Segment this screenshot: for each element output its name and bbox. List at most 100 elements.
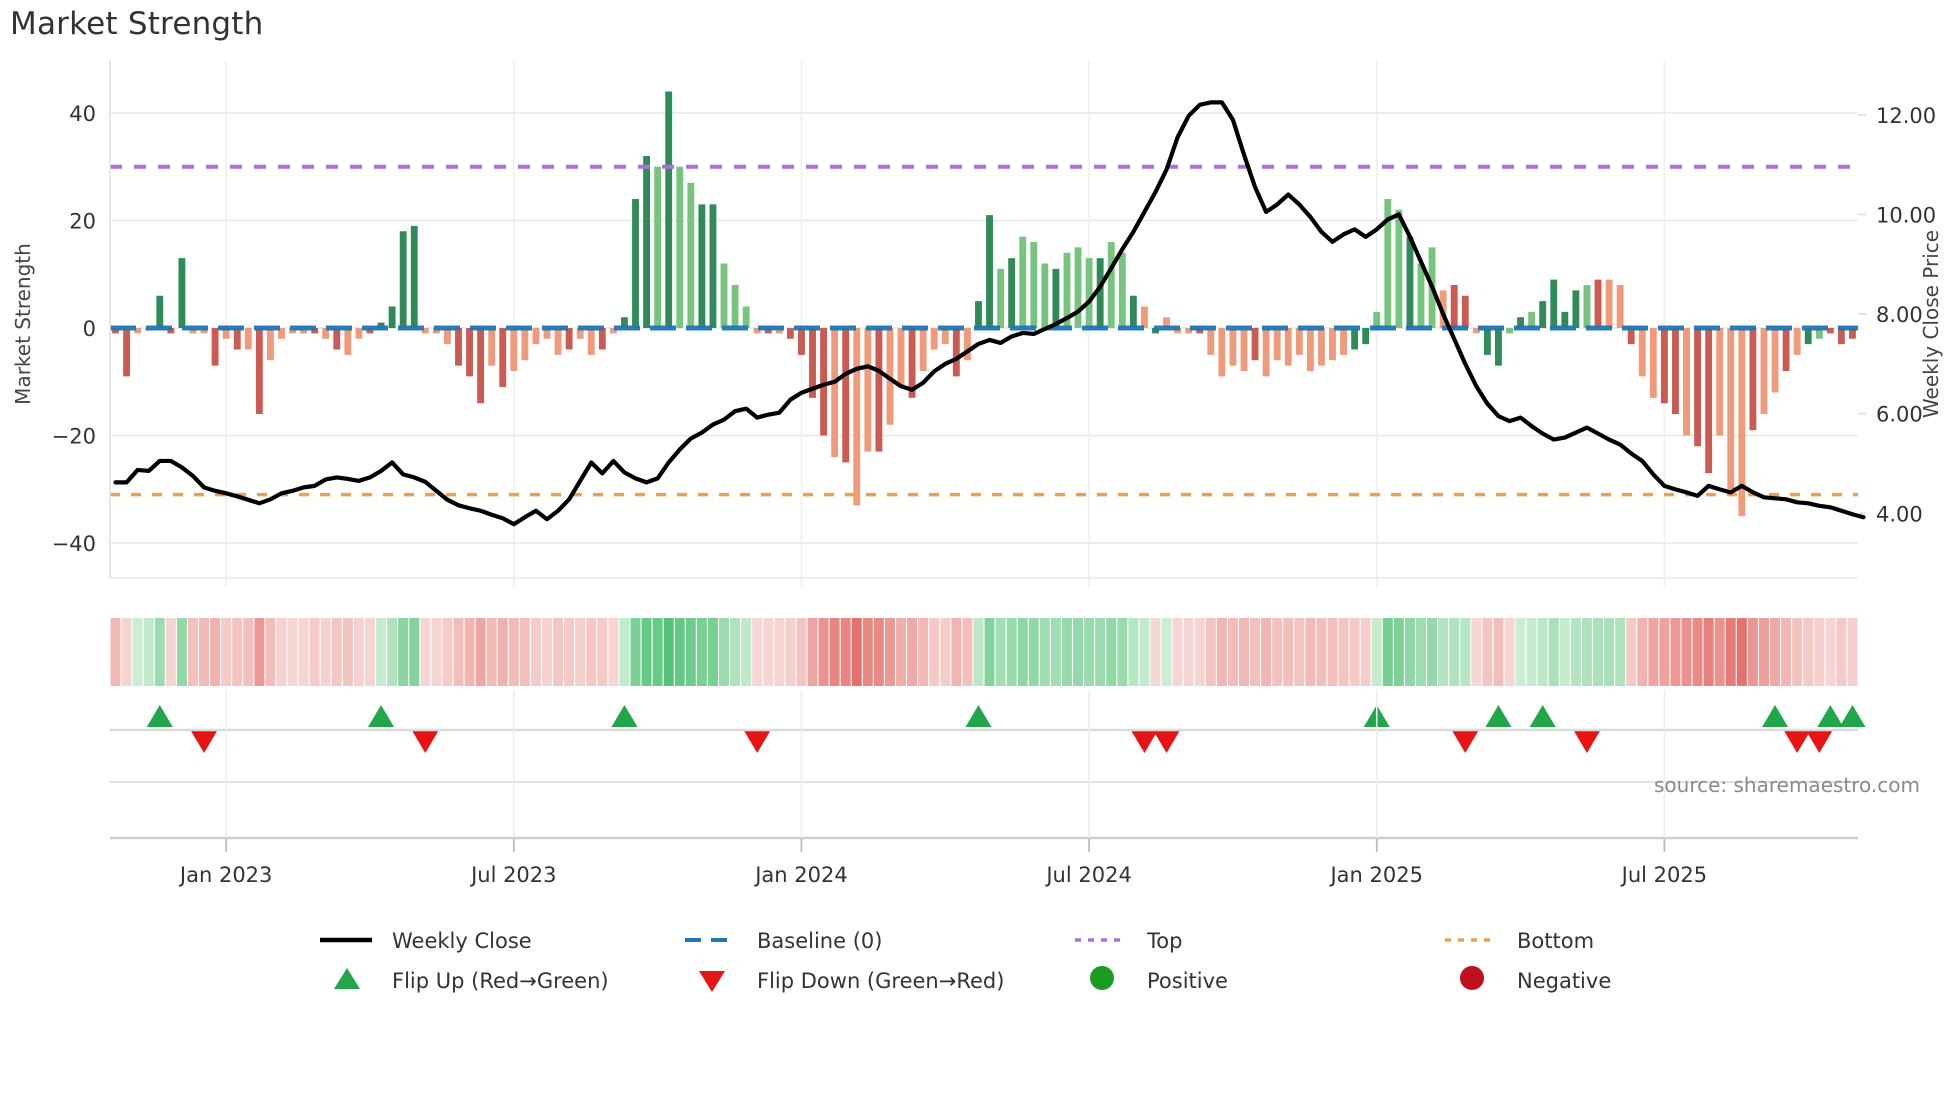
heat-cell (707, 618, 718, 686)
heat-cell (1814, 618, 1825, 686)
heat-cell (199, 618, 210, 686)
heat-cell (652, 618, 663, 686)
legend-item-label[interactable]: Baseline (0) (757, 929, 882, 953)
legend-item-label[interactable]: Top (1146, 929, 1182, 953)
heat-cell (1294, 618, 1305, 686)
heat-cell (1847, 618, 1858, 686)
bar (1627, 328, 1635, 345)
flip-down-marker (1784, 731, 1811, 753)
legend-item-label[interactable]: Flip Down (Green→Red) (757, 969, 1004, 993)
bar (1804, 328, 1812, 345)
flip-up-marker (1762, 705, 1789, 727)
bar (1782, 328, 1790, 371)
heat-cell (176, 618, 187, 686)
heat-cell (796, 618, 807, 686)
heat-cell (221, 618, 232, 686)
bar (477, 328, 485, 404)
heat-cell (1028, 618, 1039, 686)
bar (1340, 328, 1347, 355)
bar (687, 182, 695, 328)
heat-cell (1803, 618, 1814, 686)
gridlines (110, 112, 1858, 579)
heat-cell (420, 618, 431, 686)
heat-cell (1404, 618, 1415, 686)
dividers (110, 728, 1858, 840)
heat-cell (730, 618, 741, 686)
heat-cell (741, 618, 752, 686)
bar (1616, 285, 1624, 328)
heat-cell (597, 618, 608, 686)
heat-cell (398, 618, 409, 686)
heat-cell (1216, 618, 1227, 686)
bar (1738, 328, 1746, 517)
flip-down-marker (744, 731, 771, 753)
heat-cell (1781, 618, 1792, 686)
bar (244, 328, 252, 350)
heat-cell (1183, 618, 1194, 686)
heat-cell (696, 618, 707, 686)
bar (1085, 258, 1093, 328)
heat-cell (1360, 618, 1371, 686)
price-line (113, 100, 1866, 527)
flip-up-marker (368, 705, 395, 727)
heat-cell (1427, 618, 1438, 686)
bar (632, 199, 639, 328)
heat-cell (575, 618, 586, 686)
bar (775, 328, 783, 334)
reference-lines (110, 164, 1858, 497)
bar (421, 328, 429, 334)
bar (1483, 328, 1491, 355)
heat-cell (951, 618, 962, 686)
heat-cell (1272, 618, 1283, 686)
heat-cell (1725, 618, 1736, 686)
bar (1683, 328, 1690, 436)
bar (1118, 252, 1126, 328)
bar (908, 328, 916, 398)
left-tick-label: 20 (69, 210, 96, 234)
heat-cell (1061, 618, 1072, 686)
heat-cell (132, 618, 143, 686)
heat-cell (409, 618, 420, 686)
heat-cell (1604, 618, 1615, 686)
heat-cell (1504, 618, 1515, 686)
x-tick-label: Jul 2025 (1620, 863, 1707, 887)
legend-swatch-triangle-down (699, 971, 725, 992)
legend-item-label[interactable]: Negative (1517, 969, 1611, 993)
heat-cell (807, 618, 818, 686)
bar (742, 306, 750, 328)
bar (1849, 328, 1856, 339)
heat-cell (1670, 618, 1681, 686)
bar (720, 263, 728, 328)
heat-cell (1836, 618, 1847, 686)
legend-item-label[interactable]: Flip Up (Red→Green) (392, 969, 609, 993)
bar (809, 328, 816, 398)
right-tick-label: 4.00 (1876, 502, 1923, 526)
legend-swatch-circle (1090, 966, 1114, 990)
heat-cell (232, 618, 243, 686)
heat-cell (1239, 618, 1249, 686)
bar (1406, 236, 1414, 328)
bar (997, 268, 1005, 328)
heat-cell (1537, 618, 1548, 686)
bar (1329, 328, 1336, 361)
bar (255, 328, 263, 414)
heat-cell (254, 618, 265, 686)
heat-cell (851, 618, 862, 686)
flip-down-marker (1131, 731, 1158, 753)
bar (941, 328, 949, 345)
bar (1152, 328, 1159, 334)
heat-cell (1382, 618, 1393, 686)
flip-down-marker (1153, 731, 1180, 753)
legend-item-label[interactable]: Positive (1147, 969, 1228, 993)
legend-item-label[interactable]: Bottom (1517, 929, 1594, 953)
bar (311, 328, 319, 334)
bar (1705, 328, 1713, 474)
heat-cell (1637, 618, 1648, 686)
heat-cell (1150, 618, 1161, 686)
heat-cell (1128, 618, 1139, 686)
legend-item-label[interactable]: Weekly Close (392, 929, 532, 953)
heat-cell (519, 618, 530, 686)
bar (1638, 328, 1646, 377)
bar (1019, 236, 1027, 328)
bar (1030, 242, 1038, 328)
